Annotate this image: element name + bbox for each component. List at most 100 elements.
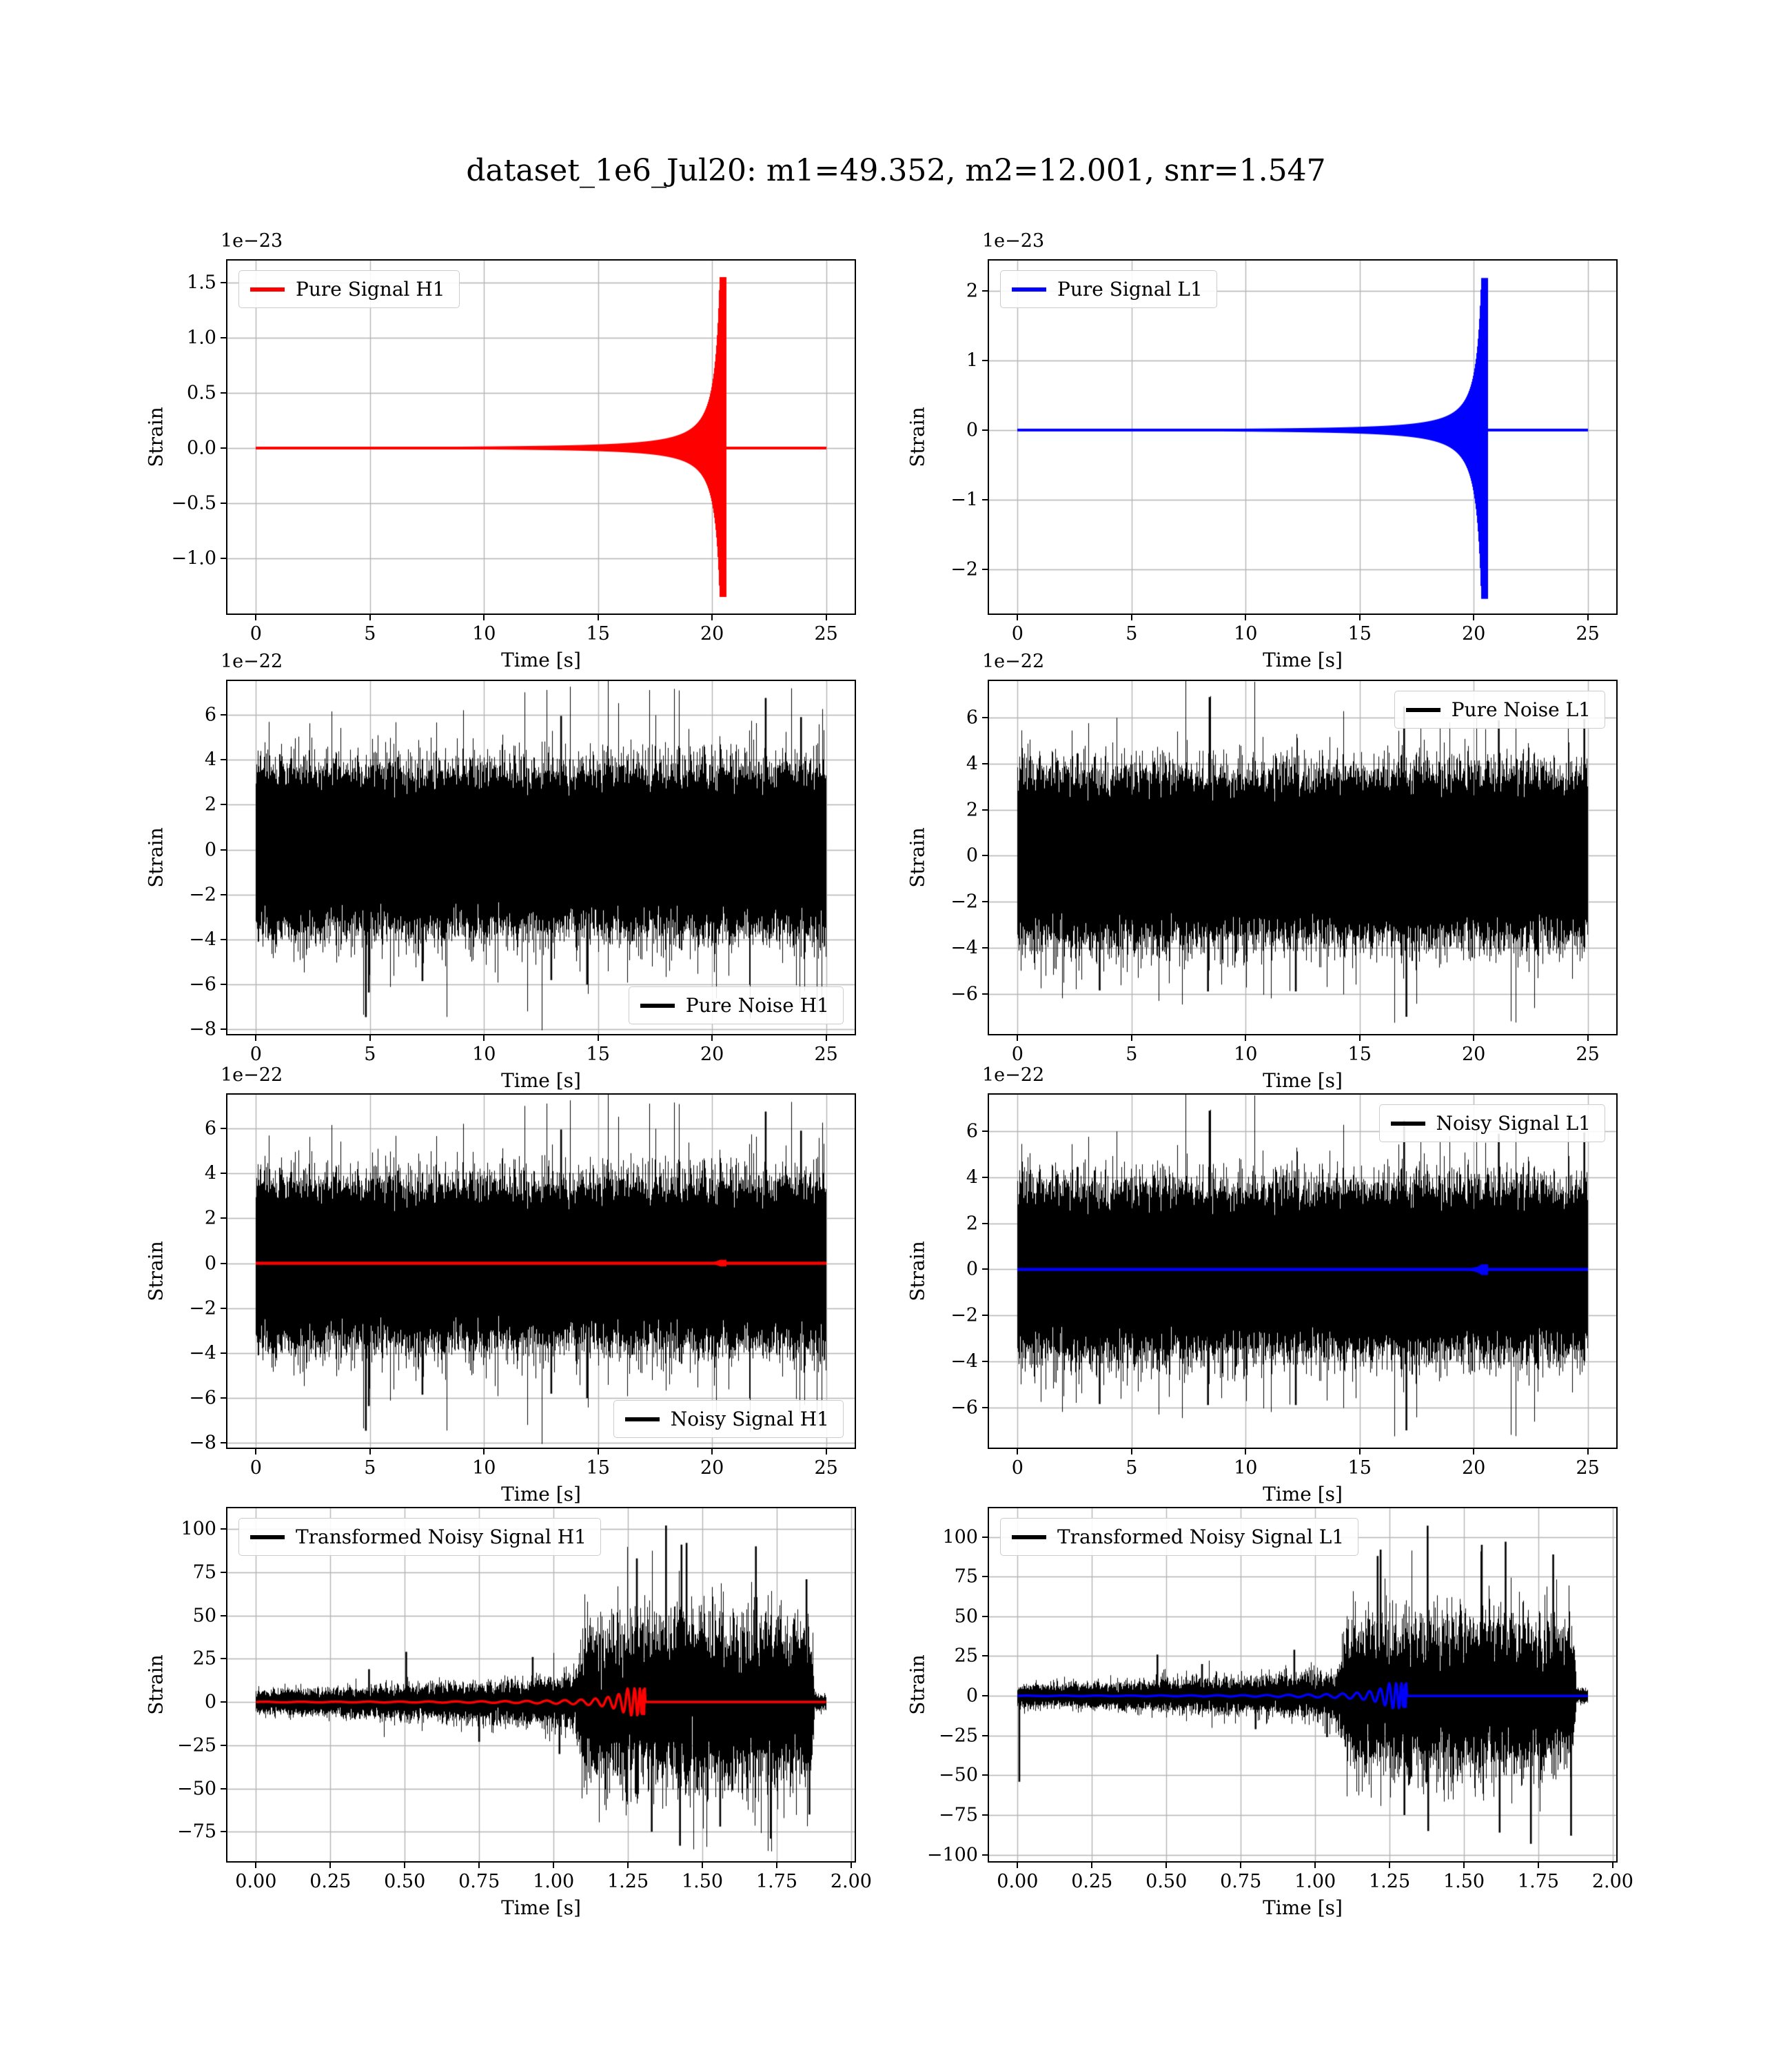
y-tick-label: −6	[950, 1397, 978, 1419]
x-tick-label: 1.75	[755, 1871, 798, 1892]
y-tick-mark	[221, 1307, 227, 1309]
y-tick-mark	[982, 1315, 989, 1317]
y-tick-label: 25	[954, 1645, 978, 1667]
x-tick-mark	[1091, 1861, 1093, 1868]
y-axis-offset-text: 1e−22	[221, 1064, 283, 1086]
x-tick-label: 0	[250, 623, 262, 645]
legend-line-swatch	[1012, 287, 1046, 292]
x-tick-mark	[1130, 1448, 1132, 1454]
subplot-transformed-noisy-signal-l1: Strain Time [s] Transformed Noisy Signal…	[906, 1507, 1633, 1919]
y-tick-label: 0	[966, 1685, 978, 1707]
y-tick-mark	[982, 1131, 989, 1133]
x-tick-label: 10	[472, 1044, 496, 1065]
subplot-transformed-noisy-signal-h1: Strain Time [s] Transformed Noisy Signal…	[145, 1507, 872, 1919]
y-tick-mark	[221, 1127, 227, 1129]
y-tick-mark	[982, 1177, 989, 1179]
y-tick-mark	[221, 759, 227, 761]
legend-label: Noisy Signal L1	[1436, 1112, 1591, 1135]
y-tick-label: 50	[192, 1605, 216, 1627]
x-tick-mark	[825, 1448, 827, 1454]
x-tick-mark	[404, 1861, 406, 1868]
x-axis-label: Time [s]	[1263, 1483, 1343, 1506]
x-tick-label: 20	[1461, 1457, 1486, 1479]
x-tick-mark	[255, 1034, 257, 1041]
y-axis-offset-text: 1e−23	[982, 230, 1045, 252]
subplot-pure-signal-l1: 1e−23 Strain Time [s] Pure Signal L1 0 5 1…	[906, 230, 1618, 671]
y-tick-mark	[221, 1173, 227, 1175]
y-tick-mark	[982, 1695, 989, 1697]
y-tick-mark	[982, 1406, 989, 1408]
y-tick-mark	[982, 1576, 989, 1578]
x-tick-label: 5	[1126, 1044, 1138, 1065]
x-tick-mark	[255, 614, 257, 620]
y-tick-label: −1	[950, 489, 978, 511]
x-tick-mark	[1245, 1034, 1247, 1041]
y-tick-mark	[221, 804, 227, 806]
y-tick-label: −6	[189, 1387, 216, 1409]
x-tick-mark	[1314, 1861, 1316, 1868]
x-tick-label: 1.25	[607, 1871, 649, 1892]
x-tick-mark	[627, 1861, 629, 1868]
y-axis-offset-text: 1e−22	[221, 651, 283, 672]
y-tick-mark	[982, 1655, 989, 1657]
noisy-signal-l1-plot-canvas	[989, 1095, 1616, 1448]
y-tick-mark	[982, 1360, 989, 1362]
x-tick-mark	[711, 614, 713, 620]
x-tick-mark	[1245, 614, 1247, 620]
legend-label: Noisy Signal H1	[670, 1408, 829, 1430]
y-tick-label: −4	[950, 937, 978, 959]
x-tick-mark	[1245, 1448, 1247, 1454]
y-axis-offset-text: 1e−22	[982, 1064, 1045, 1086]
y-tick-label: −75	[177, 1821, 216, 1843]
y-tick-mark	[982, 763, 989, 765]
x-tick-label: 25	[814, 1044, 838, 1065]
y-tick-mark	[221, 337, 227, 338]
y-tick-label: −2	[189, 1297, 216, 1319]
x-tick-mark	[1473, 1448, 1475, 1454]
x-axis-label: Time [s]	[1263, 1896, 1343, 1919]
x-tick-mark	[255, 1448, 257, 1454]
y-tick-mark	[221, 1442, 227, 1444]
y-tick-label: 4	[204, 749, 216, 771]
x-tick-label: 0.75	[1220, 1871, 1262, 1892]
y-axis-offset-text: 1e−23	[221, 230, 283, 252]
y-tick-mark	[982, 993, 989, 995]
y-tick-mark	[982, 1774, 989, 1776]
y-tick-label: 1.0	[187, 327, 216, 349]
noisy-signal-l1-legend: Noisy Signal L1	[1378, 1104, 1605, 1142]
x-tick-label: 0.25	[1071, 1871, 1113, 1892]
y-tick-label: 6	[204, 704, 216, 726]
pure-signal-l1-plot-canvas	[989, 261, 1616, 614]
legend-label: Pure Noise H1	[685, 994, 829, 1017]
y-tick-label: 100	[942, 1526, 978, 1548]
x-tick-label: 2.00	[1591, 1871, 1633, 1892]
y-tick-label: 1	[966, 349, 978, 372]
x-tick-label: 15	[586, 623, 610, 645]
x-tick-mark	[597, 1448, 599, 1454]
x-tick-label: 25	[814, 623, 838, 645]
y-tick-label: 0.0	[187, 437, 216, 459]
x-tick-label: 20	[1461, 623, 1486, 645]
x-tick-mark	[1587, 614, 1589, 620]
x-tick-label: 15	[1347, 1044, 1372, 1065]
x-tick-label: 1.50	[681, 1871, 724, 1892]
y-tick-label: −4	[950, 1350, 978, 1372]
y-tick-mark	[982, 1734, 989, 1736]
x-tick-mark	[483, 614, 485, 620]
y-tick-label: −4	[189, 929, 216, 951]
x-tick-mark	[1165, 1861, 1168, 1868]
y-tick-label: 4	[204, 1162, 216, 1184]
y-axis-offset-text: 1e−22	[982, 651, 1045, 672]
x-tick-mark	[1017, 1034, 1019, 1041]
y-tick-mark	[982, 429, 989, 431]
x-tick-label: 25	[814, 1457, 838, 1479]
y-axis-label: Strain	[906, 1654, 929, 1715]
x-tick-label: 0.50	[1146, 1871, 1188, 1892]
y-tick-mark	[982, 946, 989, 949]
y-tick-mark	[221, 1028, 227, 1031]
y-tick-mark	[221, 1217, 227, 1219]
x-tick-label: 10	[472, 623, 496, 645]
x-tick-label: 15	[1347, 1457, 1372, 1479]
y-tick-mark	[221, 282, 227, 283]
x-tick-label: 5	[364, 1457, 376, 1479]
